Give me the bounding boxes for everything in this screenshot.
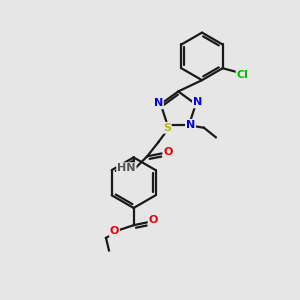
Text: N: N: [186, 120, 195, 130]
Text: O: O: [148, 215, 158, 225]
Text: O: O: [110, 226, 119, 236]
Text: HN: HN: [117, 163, 136, 173]
Text: Cl: Cl: [237, 70, 248, 80]
Text: S: S: [163, 123, 171, 133]
Text: N: N: [193, 98, 202, 107]
Text: O: O: [163, 146, 173, 157]
Text: N: N: [154, 98, 163, 108]
